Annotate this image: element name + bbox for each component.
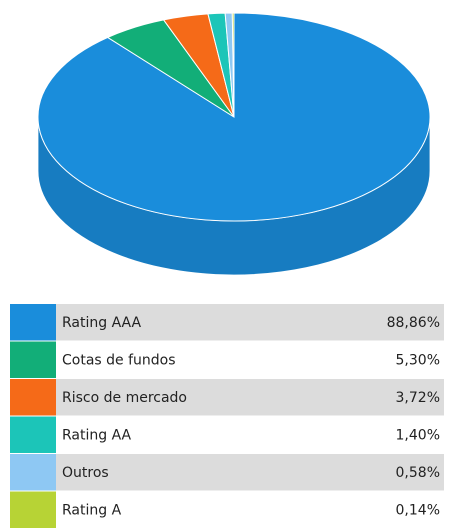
legend-row	[56, 454, 444, 491]
legend-row	[56, 304, 444, 341]
legend-label: Risco de mercado	[62, 390, 187, 406]
legend-value: 0,58%	[396, 465, 440, 481]
legend-row	[56, 491, 444, 528]
pie-slice	[231, 12, 235, 118]
legend-label: Rating A	[62, 502, 122, 518]
legend-label: Cotas de fundos	[62, 352, 176, 368]
legend-value: 5,30%	[396, 352, 440, 368]
legend-row	[56, 379, 444, 416]
legend-swatch	[10, 341, 56, 378]
legend-value: 0,14%	[396, 502, 440, 518]
legend-swatch	[10, 491, 56, 528]
legend-swatch	[10, 379, 56, 416]
legend-label: Rating AAA	[62, 315, 142, 331]
legend-label: Rating AA	[62, 427, 132, 443]
legend-value: 3,72%	[396, 390, 440, 406]
legend-swatch	[10, 416, 56, 453]
legend-row	[56, 341, 444, 378]
legend-swatch	[10, 454, 56, 491]
legend-value: 88,86%	[387, 315, 440, 331]
legend-swatch	[10, 304, 56, 341]
legend-value: 1,40%	[396, 427, 440, 443]
legend-row	[56, 416, 444, 453]
legend-label: Outros	[62, 465, 109, 481]
